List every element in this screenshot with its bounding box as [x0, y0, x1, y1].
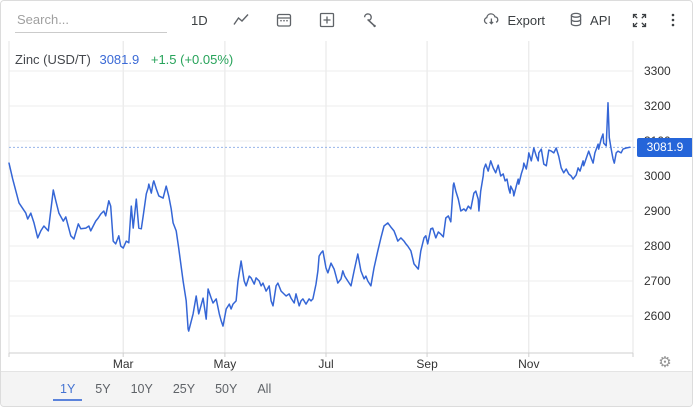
- cloud-download-icon: [484, 13, 499, 25]
- x-axis-label: Nov: [518, 357, 540, 371]
- api-button[interactable]: API: [567, 11, 611, 29]
- export-button[interactable]: Export: [482, 11, 545, 29]
- range-button-10y[interactable]: 10Y: [130, 381, 153, 396]
- more-options-icon[interactable]: [664, 11, 682, 29]
- x-axis-label: Jul: [318, 357, 334, 371]
- current-price-badge: 3081.9: [637, 137, 692, 157]
- export-label: Export: [507, 12, 546, 28]
- y-axis-label: 2700: [644, 274, 671, 288]
- instrument-name: Zinc (USD/T): [15, 52, 91, 67]
- chart-settings-gear-icon[interactable]: ⚙: [658, 354, 672, 371]
- y-axis-label: 2900: [644, 204, 671, 218]
- x-axis-label: Mar: [112, 357, 134, 371]
- price-line-series: [8, 102, 631, 332]
- range-button-5y[interactable]: 5Y: [95, 381, 111, 396]
- range-button-all[interactable]: All: [257, 381, 272, 396]
- x-axis-label: Sep: [416, 357, 438, 371]
- range-selector-bar: 1Y 5Y 10Y 25Y 50Y All: [1, 371, 692, 406]
- y-axis-label: 3300: [644, 64, 671, 78]
- range-button-1y[interactable]: 1Y: [53, 378, 83, 401]
- database-icon: [570, 12, 582, 27]
- y-axis-label: 3000: [644, 169, 671, 183]
- search-input[interactable]: [15, 7, 167, 33]
- tools-wrench-icon[interactable]: [361, 11, 379, 29]
- last-price: 3081.9: [99, 52, 140, 67]
- range-button-25y[interactable]: 25Y: [172, 381, 196, 396]
- toolbar: 1D Ex: [1, 1, 692, 39]
- interval-button[interactable]: 1D: [191, 12, 208, 28]
- calendar-icon[interactable]: [275, 11, 293, 29]
- price-change: +1.5 (+0.05%): [150, 52, 234, 67]
- range-button-50y[interactable]: 50Y: [215, 381, 238, 396]
- add-indicator-icon[interactable]: [318, 11, 336, 29]
- toolbar-right: Export API: [482, 11, 692, 29]
- x-axis-label: May: [213, 357, 237, 371]
- chart-header: Zinc (USD/T) 3081.9 +1.5 (+0.05%): [15, 52, 233, 67]
- api-label: API: [590, 12, 611, 28]
- line-chart-icon[interactable]: [232, 11, 250, 29]
- y-axis-label: 2600: [644, 309, 671, 323]
- fullscreen-icon[interactable]: [631, 12, 648, 29]
- y-axis-label: 3200: [644, 99, 671, 113]
- y-axis-label: 2800: [644, 239, 671, 253]
